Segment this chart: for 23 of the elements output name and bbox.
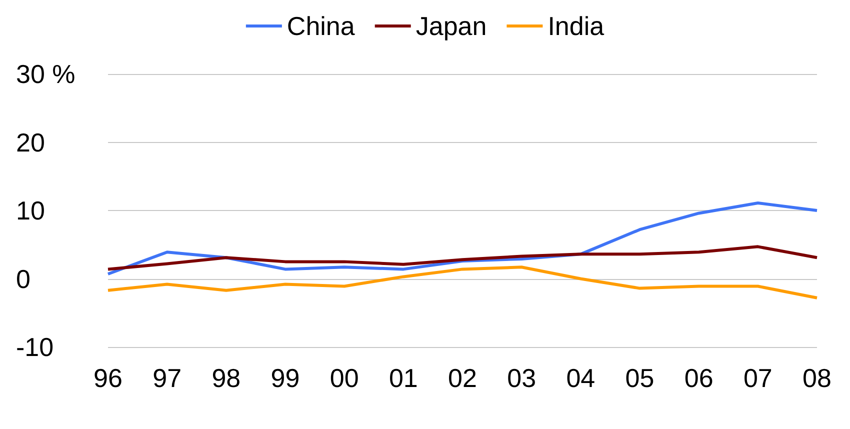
x-tick-label: 08 [802,363,832,393]
x-tick-label: 97 [152,363,182,393]
y-tick-label: 20 [16,127,45,158]
x-tick-label: 99 [270,363,300,393]
x-tick-label: 96 [94,363,122,393]
x-tick-label: 01 [388,363,418,393]
x-tick-label: 07 [743,363,772,393]
x-tick-label: 06 [684,363,714,393]
x-tick-label: 04 [566,363,596,393]
x-tick-label: 98 [212,363,241,393]
x-tick-label: 00 [330,363,359,393]
legend-label: Japan [416,11,487,41]
x-tick-label: 03 [507,363,536,393]
line-series [106,266,818,300]
y-tick-label: -10 [16,332,54,362]
y-tick-label: 10 [16,196,45,226]
y-tick-label: 0 [16,264,30,294]
line-series [106,245,818,271]
y-tick-label: 30 % [16,59,76,89]
x-tick-label: 05 [625,363,654,393]
legend-label: China [286,11,356,41]
x-tick-label: 02 [448,363,477,393]
legend-label: India [548,11,605,41]
